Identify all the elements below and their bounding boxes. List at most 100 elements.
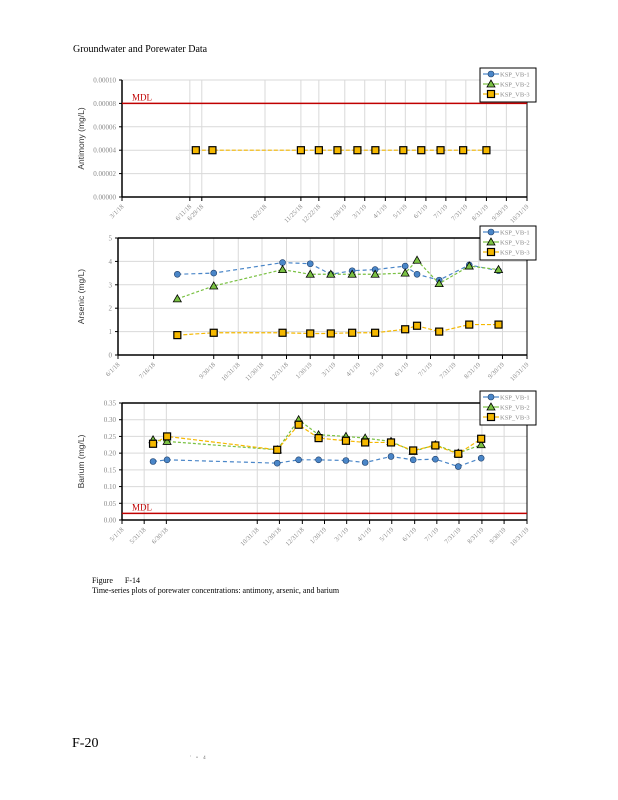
arsenic-xtick-label: 11/30/18 (244, 361, 265, 382)
arsenic-ytick-label: 0 (109, 352, 113, 360)
arsenic-point-vb3 (348, 328, 357, 337)
arsenic-point-vb1 (401, 262, 409, 270)
arsenic-point-vb1 (174, 270, 181, 278)
arsenic-point-vb1 (210, 269, 218, 277)
arsenic-xtick-label: 6/1/18 (105, 361, 122, 378)
arsenic-point-vb2 (305, 269, 315, 278)
arsenic-point-vb1 (306, 260, 314, 268)
barium-xtick-label: 5/31/18 (129, 526, 148, 545)
arsenic-point-vb3 (435, 327, 444, 336)
barium-xtick-label: 5/1/18 (109, 526, 126, 543)
antimony-xtick-label: 5/1/19 (392, 203, 409, 220)
arsenic-xtick-label: 4/1/19 (345, 361, 362, 378)
antimony-xtick-label: 10/31/19 (509, 203, 530, 224)
barium-xtick-label: 10/31/18 (239, 526, 260, 547)
barium-chart: 0.00 0.05 0.10 0.15 0.20 0.25 0.30 0.35 5/1/18 5/… (70, 390, 540, 565)
arsenic-point-vb3 (412, 321, 422, 330)
antimony-point-vb3 (208, 146, 217, 155)
arsenic-xtick-label: 9/30/19 (487, 361, 506, 380)
barium-point-vb3 (431, 441, 440, 450)
arsenic-chart: 0 1 2 3 4 5 6/1/18 7/16/18 9/30/18 10/31/18 11/30/… (70, 225, 540, 390)
barium-point-vb1 (361, 459, 369, 466)
barium-point-vb3 (148, 439, 158, 448)
arsenic-point-vb1 (279, 259, 286, 266)
barium-point-vb3 (454, 449, 463, 458)
antimony-legend-label: KSP_VB-1 (500, 72, 530, 79)
antimony-xtick-label: 11/25/18 (283, 203, 304, 224)
arsenic-point-vb3 (209, 328, 218, 337)
arsenic-xtick-label: 7/31/19 (439, 361, 458, 380)
antimony-legend-label: KSP_VB-2 (500, 82, 530, 89)
arsenic-point-vb2 (209, 281, 219, 290)
antimony-point-vb3 (459, 146, 468, 155)
arsenic-point-vb2 (434, 278, 444, 288)
barium-point-vb1 (477, 454, 485, 462)
barium-point-vb1 (149, 458, 157, 465)
antimony-point-vb3 (296, 146, 305, 155)
arsenic-series-line-1 (177, 261, 499, 281)
arsenic-legend-label: KSP_VB-3 (500, 250, 530, 257)
antimony-legend-marker (487, 70, 495, 78)
arsenic-ytick-label: 3 (109, 281, 113, 289)
antimony-xtick-label: 9/30/19 (491, 203, 510, 222)
barium-point-vb3 (162, 432, 172, 441)
barium-ytick-label: 0.10 (104, 483, 117, 491)
barium-legend-label: KSP_VB-1 (500, 395, 530, 402)
barium-ytick-label: 0.25 (104, 433, 117, 441)
barium-xtick-label: 7/1/19 (424, 526, 441, 543)
arsenic-point-vb3 (401, 325, 410, 334)
arsenic-ytick-label: 2 (109, 305, 113, 313)
barium-legend-label: KSP_VB-2 (500, 405, 530, 412)
antimony-point-vb3 (353, 146, 362, 155)
antimony-point-vb3 (191, 146, 200, 155)
antimony-xtick-label: 3/1/19 (351, 203, 368, 220)
arsenic-legend-marker (486, 247, 496, 257)
barium-point-vb3 (409, 446, 418, 455)
arsenic-xtick-label: 8/31/19 (463, 361, 482, 380)
antimony-xtick-label: 4/1/19 (372, 203, 389, 220)
barium-ytick-label: 0.00 (104, 517, 117, 525)
footer-mark: ' • 4 (190, 756, 208, 761)
arsenic-xtick-label: 7/16/18 (138, 361, 157, 380)
arsenic-point-vb2 (370, 269, 380, 278)
antimony-legend-label: KSP_VB-3 (500, 92, 530, 99)
arsenic-point-vb1 (413, 270, 421, 278)
barium-point-vb1 (387, 453, 395, 460)
arsenic-ytick-label: 1 (109, 328, 113, 336)
figure-caption-text: Time-series plots of porewater concentra… (92, 586, 340, 595)
antimony-point-vb3 (333, 146, 342, 155)
antimony-point-vb3 (371, 146, 380, 155)
barium-chart-svg: 0.000.050.100.150.200.250.300.355/1/18 5/… (76, 390, 537, 548)
arsenic-xtick-label: 12/31/18 (269, 361, 290, 382)
arsenic-point-vb2 (347, 269, 357, 278)
antimony-xtick-label: 3/1/18 (109, 203, 126, 220)
arsenic-point-vb2 (493, 264, 504, 273)
barium-series-line-1 (152, 455, 482, 468)
barium-xtick-label: 7/31/19 (443, 526, 462, 545)
barium-legend-marker (486, 402, 496, 411)
arsenic-point-vb3 (371, 328, 380, 337)
arsenic-point-vb3 (278, 328, 287, 337)
arsenic-xtick-label: 10/31/18 (220, 361, 241, 382)
antimony-chart: 0.00000 0.00002 0.00004 0.00006 0.00008 0.000… (70, 67, 540, 232)
barium-xtick-label: 6/1/19 (401, 526, 418, 543)
arsenic-point-vb2 (326, 269, 336, 278)
barium-xtick-label: 9/30/19 (489, 526, 508, 545)
antimony-point-vb3 (399, 146, 408, 155)
barium-xtick-label: 5/1/19 (378, 526, 395, 543)
antimony-ytick-label: 0.00006 (93, 123, 116, 131)
barium-mdl-label: MDL (132, 502, 152, 512)
arsenic-xtick-label: 10/31/19 (509, 361, 530, 382)
figure-number: F-14 (124, 576, 141, 585)
arsenic-point-vb3 (306, 329, 315, 338)
barium-legend-marker (486, 412, 496, 422)
barium-xtick-label: 1/30/19 (309, 526, 328, 545)
arsenic-point-vb2 (464, 261, 474, 270)
barium-point-vb1 (295, 456, 302, 464)
arsenic-legend-label: KSP_VB-1 (500, 230, 530, 237)
antimony-y-axis-label: Antimony (mg/L) (76, 107, 86, 170)
barium-xtick-label: 8/31/19 (466, 526, 485, 545)
arsenic-xtick-label: 3/1/19 (321, 361, 338, 378)
antimony-ytick-label: 0.00002 (93, 170, 116, 178)
barium-point-vb1 (273, 459, 281, 467)
